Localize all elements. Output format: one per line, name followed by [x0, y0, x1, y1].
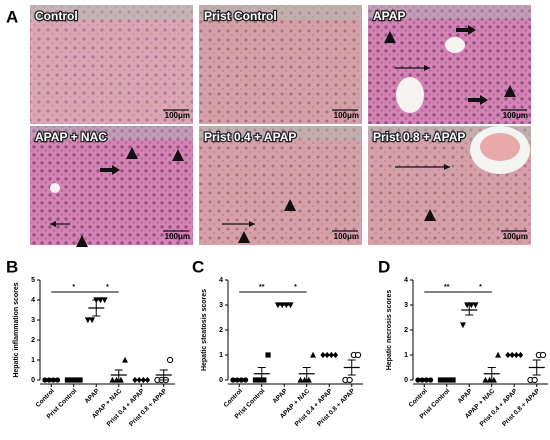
scale-label: 100μm	[503, 111, 528, 120]
scale-label: 100μm	[503, 232, 528, 241]
micrograph-tint	[199, 126, 362, 140]
scale-label: 100μm	[334, 111, 359, 120]
y-tick-label: 1	[219, 352, 223, 359]
micrograph	[199, 5, 362, 124]
x-tick-label: APAP	[84, 387, 102, 405]
x-tick-label: Control	[408, 388, 429, 409]
arrowhead-marker	[424, 209, 436, 221]
panel-label: B	[6, 257, 18, 276]
micrograph-tint	[30, 5, 193, 19]
micrograph-title: APAP + NAC	[35, 130, 107, 144]
scale-label: 100μm	[165, 232, 190, 241]
x-tick-label: Control	[35, 388, 56, 409]
y-tick-label: 4	[31, 297, 35, 304]
panel-label: C	[192, 257, 204, 276]
arrowhead-marker	[504, 85, 516, 97]
thin-arrow-head	[424, 65, 430, 71]
arrowhead-marker	[76, 235, 88, 247]
vessel	[480, 133, 520, 161]
thin-arrow-head	[249, 221, 255, 227]
data-point	[531, 376, 538, 384]
micrograph-tint	[368, 5, 531, 19]
data-point	[482, 376, 489, 383]
y-tick-label: 0	[404, 377, 408, 384]
significance-label: *	[72, 284, 75, 291]
y-tick-label: 2	[31, 337, 35, 344]
micrograph-title: Control	[35, 9, 78, 23]
y-tick-label: 1	[31, 357, 35, 364]
y-axis-label: Hepatic inflammation scores	[13, 282, 20, 377]
y-tick-label: 0	[31, 377, 35, 384]
data-point	[310, 351, 317, 358]
y-axis-label: Hepatic necrosis scores	[386, 290, 393, 371]
x-tick-label: Control	[223, 388, 244, 409]
significance-label: *	[106, 284, 109, 291]
significance-label: **	[444, 284, 450, 291]
y-tick-label: 2	[404, 327, 408, 334]
y-tick-label: 4	[404, 277, 408, 284]
data-point	[97, 297, 104, 304]
data-point	[297, 376, 304, 383]
data-point	[109, 376, 116, 383]
panel-label: A	[6, 7, 18, 26]
vessel	[445, 37, 465, 53]
y-tick-label: 3	[31, 317, 35, 324]
arrowhead-marker	[238, 231, 250, 243]
micrograph	[30, 5, 193, 124]
micrograph	[368, 5, 531, 124]
y-tick-label: 1	[404, 352, 408, 359]
scale-label: 100μm	[334, 232, 359, 241]
data-point	[84, 317, 91, 324]
y-tick-label: 3	[219, 302, 223, 309]
data-point	[354, 351, 362, 359]
y-axis-label: Hepatic steatosis scores	[201, 289, 208, 371]
vessel	[396, 77, 424, 113]
data-point	[89, 317, 96, 324]
significance-label: *	[479, 284, 482, 291]
data-point	[265, 352, 271, 358]
y-tick-label: 3	[404, 302, 408, 309]
significance-label: **	[259, 284, 265, 291]
y-tick-label: 4	[219, 277, 223, 284]
thin-arrow-head	[444, 164, 450, 170]
micrograph	[199, 126, 362, 245]
data-point	[252, 377, 259, 383]
data-point	[101, 297, 108, 304]
y-tick-label: 5	[31, 277, 35, 284]
micrograph-title: Prist 0.4 + APAP	[204, 130, 296, 144]
y-tick-label: 0	[219, 377, 223, 384]
scale-label: 100μm	[165, 111, 190, 120]
thin-arrow-head	[50, 221, 56, 227]
micrograph-tint	[199, 5, 362, 19]
x-tick-label: APAP	[272, 387, 290, 405]
thick-arrow	[100, 165, 120, 175]
data-point	[459, 322, 466, 329]
thick-arrow	[456, 25, 476, 35]
micrograph-title: Prist Control	[204, 9, 277, 23]
data-point	[539, 351, 547, 359]
data-point	[472, 302, 479, 309]
data-point	[122, 356, 129, 363]
micrograph-tint	[30, 126, 193, 140]
micrograph-title: APAP	[373, 9, 405, 23]
significance-label: *	[294, 284, 297, 291]
y-tick-label: 2	[219, 327, 223, 334]
panel-label: D	[378, 257, 390, 276]
thick-arrow	[468, 95, 488, 105]
vessel	[50, 183, 60, 193]
arrowhead-marker	[384, 31, 396, 43]
arrowhead-marker	[172, 149, 184, 161]
x-tick-label: APAP	[457, 387, 475, 405]
data-point	[166, 356, 174, 364]
arrowhead-marker	[284, 199, 296, 211]
arrowhead-marker	[126, 147, 138, 159]
data-point	[495, 351, 502, 358]
micrograph-title: Prist 0.8 + APAP	[373, 130, 465, 144]
data-point	[346, 376, 353, 384]
